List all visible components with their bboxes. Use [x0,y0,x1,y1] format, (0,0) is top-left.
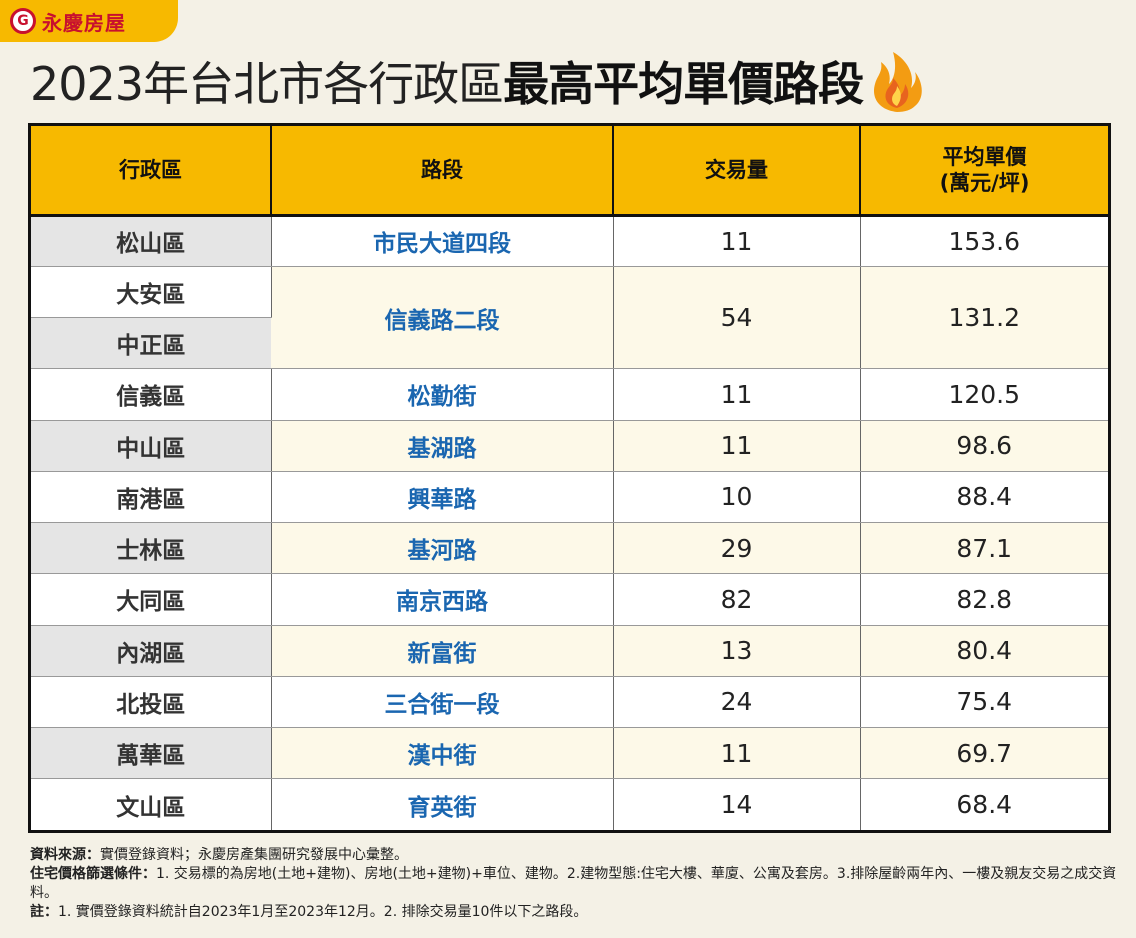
criteria-label: 住宅價格篩選條件： [30,866,156,882]
price-cell: 87.1 [860,522,1108,575]
volume-cell: 24 [613,676,861,729]
road-cell: 松勤街 [271,368,614,421]
district-cell: 文山區 [31,778,272,830]
col-header-price: 平均單價 (萬元/坪) [860,126,1108,217]
source-text: 實價登錄資料；永慶房產集團研究發展中心彙整。 [100,847,408,863]
table-row: 信義區 松勤街 11 120.5 [31,368,1108,421]
table-row: 南港區 興華路 10 88.4 [31,471,1108,524]
table-row: 中山區 基湖路 11 98.6 [31,420,1108,472]
col-header-volume: 交易量 [613,126,861,217]
table-row: 大同區 南京西路 82 82.8 [31,573,1108,626]
road-cell: 漢中街 [271,727,614,780]
brand-logo: G 永慶房屋 [0,0,178,42]
brand-logo-icon: G [10,8,36,34]
volume-cell: 11 [613,420,861,472]
table-row: 北投區 三合街一段 24 75.4 [31,676,1108,729]
district-cell: 南港區 [31,471,272,524]
table-header-row: 行政區 路段 交易量 平均單價 (萬元/坪) [31,126,1108,217]
road-cell: 基河路 [271,522,614,575]
price-cell: 69.7 [860,727,1108,780]
district-cell: 中山區 [31,420,272,472]
road-cell: 基湖路 [271,420,614,472]
title-bold: 最高平均單價路段 [503,57,864,111]
page-title: 2023年台北市各行政區 最高平均單價路段 [30,48,927,114]
table-row: 松山區 市民大道四段 11 153.6 [31,215,1108,267]
table-row: 文山區 育英街 14 68.4 [31,778,1108,830]
district-cell: 萬華區 [31,727,272,780]
source-note: 資料來源：實價登錄資料；永慶房產集團研究發展中心彙整。 [30,846,1120,865]
table-row: 大安區 信義路二段 54 131.2 [31,266,1108,370]
col-header-road: 路段 [271,126,614,217]
road-cell: 興華路 [271,471,614,524]
price-cell: 75.4 [860,676,1108,729]
district-cell: 大同區 [31,573,272,626]
price-cell: 80.4 [860,625,1108,677]
remark-label: 註： [30,904,58,920]
flame-icon [874,52,922,112]
price-cell: 88.4 [860,471,1108,524]
district-cell: 士林區 [31,522,272,575]
district-cell: 北投區 [31,676,272,729]
volume-cell: 13 [613,625,861,677]
district-cell: 信義區 [31,368,272,421]
remark-note: 註：1. 實價登錄資料統計自2023年1月至2023年12月。2. 排除交易量1… [30,903,1120,922]
footnotes: 資料來源：實價登錄資料；永慶房產集團研究發展中心彙整。 住宅價格篩選條件：1. … [30,846,1120,922]
volume-cell: 14 [613,778,861,830]
table-row: 中正區 [31,317,1108,370]
volume-cell: 82 [613,573,861,626]
criteria-note: 住宅價格篩選條件：1. 交易標的為房地(土地+建物)、房地(土地+建物)+車位、… [30,865,1120,903]
table-row: 士林區 基河路 29 87.1 [31,522,1108,575]
volume-cell: 11 [613,215,861,267]
criteria-text: 1. 交易標的為房地(土地+建物)、房地(土地+建物)+車位、建物。2.建物型態… [30,866,1117,901]
title-normal: 2023年台北市各行政區 [30,57,504,111]
volume-cell: 29 [613,522,861,575]
brand-name: 永慶房屋 [42,10,126,35]
price-cell: 68.4 [860,778,1108,830]
col-header-district: 行政區 [31,126,272,217]
district-cell: 內湖區 [31,625,272,677]
source-label: 資料來源： [30,847,100,863]
table-row: 萬華區 漢中街 11 69.7 [31,727,1108,780]
volume-cell: 11 [613,368,861,421]
road-cell: 市民大道四段 [271,215,614,267]
road-cell: 信義路二段 [271,266,614,370]
price-cell: 98.6 [860,420,1108,472]
price-cell: 82.8 [860,573,1108,626]
district-cell: 松山區 [31,215,272,267]
road-cell: 南京西路 [271,573,614,626]
volume-cell: 11 [613,727,861,780]
volume-cell: 54 [613,266,861,370]
price-cell: 120.5 [860,368,1108,421]
district-cell: 中正區 [31,317,271,370]
table-row: 內湖區 新富街 13 80.4 [31,625,1108,677]
col-header-price-label: 平均單價 (萬元/坪) [939,144,1030,195]
price-cell: 153.6 [860,215,1108,267]
remark-text: 1. 實價登錄資料統計自2023年1月至2023年12月。2. 排除交易量10件… [58,904,588,920]
road-cell: 新富街 [271,625,614,677]
price-table: 行政區 路段 交易量 平均單價 (萬元/坪) 松山區 市民大道四段 11 153.6 大安… [28,123,1111,833]
road-cell: 育英街 [271,778,614,830]
volume-cell: 10 [613,471,861,524]
price-cell: 131.2 [860,266,1108,370]
road-cell: 三合街一段 [271,676,614,729]
district-cell: 大安區 [31,266,272,319]
